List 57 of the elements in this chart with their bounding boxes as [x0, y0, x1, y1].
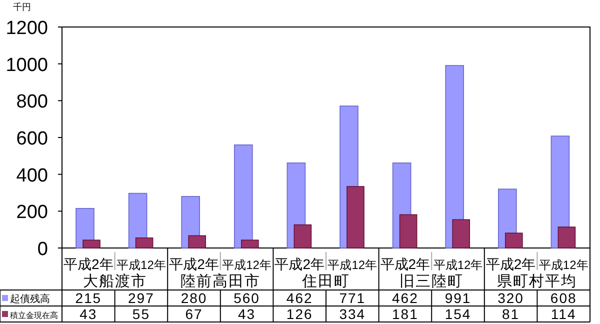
y-tick-label: 400 [16, 165, 48, 186]
data-label: 297 [128, 290, 154, 306]
bar [188, 235, 206, 248]
bar [294, 224, 312, 248]
x-tick-label: 平成12年 [328, 258, 378, 272]
bar [505, 232, 523, 248]
data-label: 114 [550, 306, 576, 322]
text: 大船渡市 [82, 273, 147, 290]
legend-label: 起債残高 [10, 293, 50, 305]
bar [558, 226, 576, 248]
x-tick-label: 平成2年 [380, 256, 430, 272]
y-tick-label: 1000 [6, 54, 48, 76]
data-label: 181 [392, 306, 418, 322]
data-label: 154 [444, 306, 472, 322]
data-label: 991 [444, 290, 472, 306]
bar [241, 240, 259, 248]
y-tick-label: 200 [16, 202, 48, 224]
y-axis-title: 千円 [13, 2, 31, 12]
data-label: 126 [286, 306, 313, 322]
text: 県町村平均 [497, 273, 578, 290]
data-label: 43 [238, 306, 256, 322]
data-label: 462 [286, 290, 313, 306]
data-label: 280 [180, 290, 208, 306]
data-label: 67 [185, 306, 203, 322]
bar [399, 214, 418, 248]
data-label: 215 [75, 290, 102, 306]
x-tick-label: 平成12年 [222, 258, 272, 272]
bar [82, 240, 100, 248]
x-tick-label: 平成2年 [169, 256, 219, 272]
data-label: 462 [392, 290, 418, 306]
y-tick-label: 1200 [6, 18, 48, 39]
data-label: 560 [234, 290, 260, 306]
y-tick-label: 800 [16, 92, 48, 113]
legend-label: 積立金現在高 [10, 311, 58, 320]
x-tick-label: 平成2年 [274, 256, 324, 272]
data-label: 320 [498, 290, 524, 306]
bar [452, 219, 470, 248]
x-tick-label: 平成12年 [538, 258, 588, 272]
bar [346, 186, 364, 248]
bar [234, 144, 253, 248]
y-tick-label: 0 [37, 239, 48, 260]
data-label: 334 [339, 306, 366, 322]
x-tick-label: 平成2年 [64, 256, 114, 272]
data-label: 43 [80, 306, 98, 322]
data-label: 81 [502, 306, 520, 322]
text: 旧三陸町 [400, 273, 464, 290]
data-label: 608 [550, 290, 577, 306]
y-tick-label: 600 [16, 128, 48, 150]
text: 住田町 [301, 273, 350, 290]
text: 陸前高田市 [180, 273, 260, 290]
x-tick-label: 平成2年 [486, 256, 536, 272]
x-tick-label: 平成12年 [433, 258, 483, 272]
bar [445, 65, 464, 248]
data-label: 55 [132, 306, 150, 322]
bar [135, 237, 154, 248]
data-label: 771 [339, 290, 366, 306]
x-tick-label: 平成12年 [116, 258, 166, 272]
